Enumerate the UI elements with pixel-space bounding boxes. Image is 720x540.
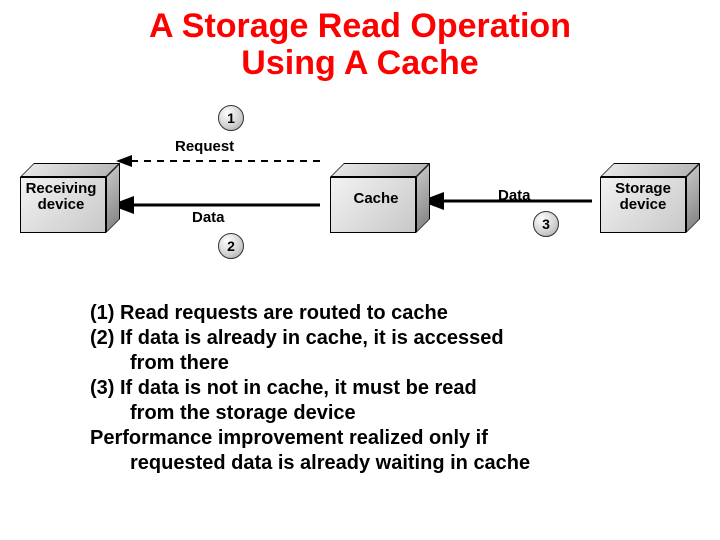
node-label-cache: Cache (336, 191, 416, 208)
explain-line-4: from the storage device (90, 401, 660, 426)
explain-line-6: requested data is already waiting in cac… (90, 451, 660, 476)
step-marker-1: 1 (218, 105, 244, 131)
arrow-label-2: Data (498, 187, 531, 204)
explain-line-2: from there (90, 351, 660, 376)
page-title: A Storage Read Operation Using A Cache (0, 0, 720, 83)
step-marker-2: 2 (218, 233, 244, 259)
arrow-label-1: Data (192, 209, 225, 226)
step-marker-3: 3 (533, 211, 559, 237)
node-label-storage: Storagedevice (600, 181, 686, 214)
explain-line-0: (1) Read requests are routed to cache (90, 301, 660, 326)
explanation-text: (1) Read requests are routed to cache(2)… (0, 293, 720, 476)
node-label-receiving: Receivingdevice (18, 181, 104, 214)
explain-line-1: (2) If data is already in cache, it is a… (90, 326, 660, 351)
cache-diagram: Receivingdevice Cache Storagedevice 1 2 3 Re… (0, 93, 720, 293)
title-line2: Using A Cache (0, 45, 720, 82)
title-line1: A Storage Read Operation (0, 8, 720, 45)
arrow-label-0: Request (175, 138, 234, 155)
explain-line-3: (3) If data is not in cache, it must be … (90, 376, 660, 401)
explain-line-5: Performance improvement realized only if (90, 426, 660, 451)
